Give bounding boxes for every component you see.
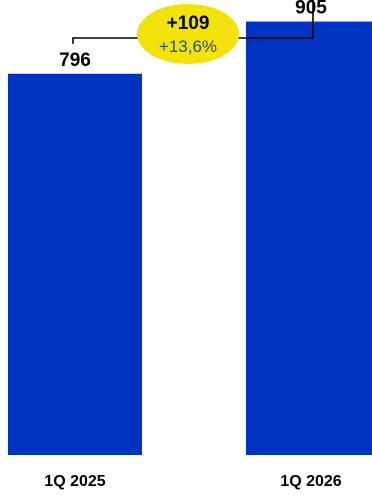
change-difference-label: +109	[167, 13, 210, 34]
category-label-1: 1Q 2025	[44, 473, 105, 490]
category-labels-group: 1Q 2025 1Q 2026	[44, 473, 341, 490]
value-label-2: 905	[295, 0, 327, 19]
change-percent-label: +13,6%	[159, 37, 217, 56]
bar-2	[246, 21, 372, 455]
value-label-1: 796	[59, 50, 91, 71]
bars-group	[8, 21, 372, 455]
change-badge	[137, 4, 239, 64]
category-label-2: 1Q 2026	[280, 473, 341, 490]
bar-1	[8, 73, 142, 455]
value-labels-group: 796 905	[59, 0, 327, 71]
